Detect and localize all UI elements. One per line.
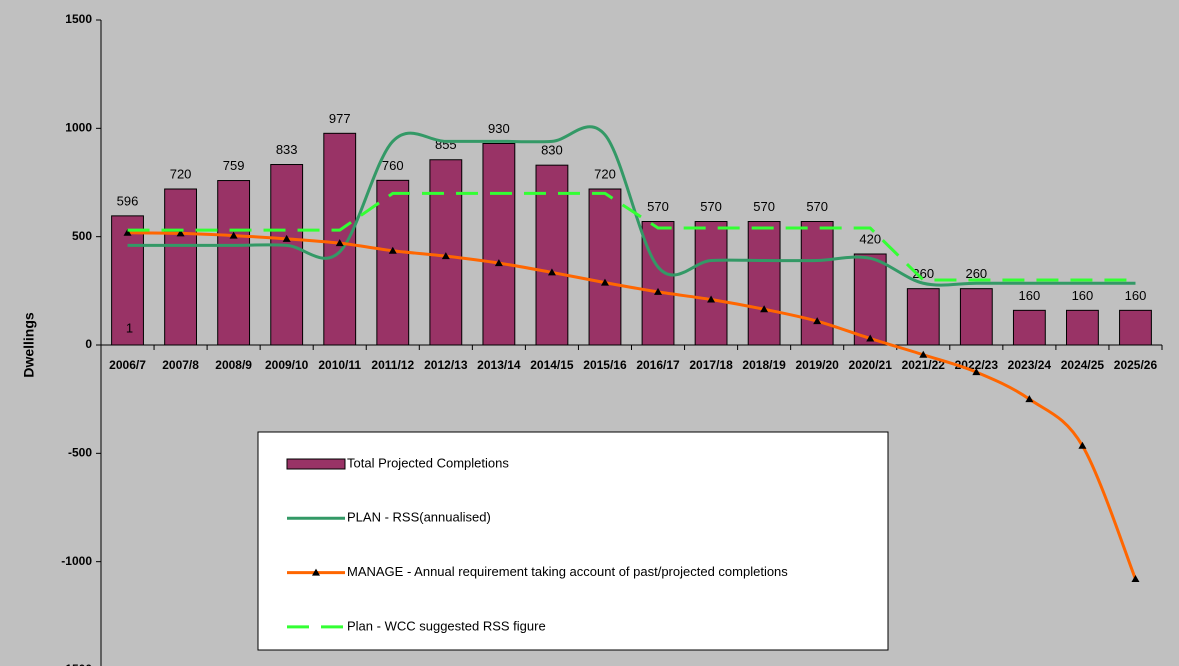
bar (1012, 309, 1046, 346)
line-marker (388, 246, 397, 254)
y-tick-label: 1500 (65, 12, 92, 26)
x-tick-label: 2020/21 (849, 358, 893, 372)
y-axis-label: Dwellings (21, 312, 37, 378)
x-tick-label: 2009/10 (265, 358, 309, 372)
y-tick-label: -1500 (61, 662, 92, 666)
bar (111, 215, 144, 346)
legend-label: MANAGE - Annual requirement taking accou… (347, 564, 788, 579)
bar (800, 221, 834, 346)
line-marker (919, 350, 928, 358)
y-tick-label: 1000 (65, 121, 92, 135)
line-marker (229, 231, 238, 239)
bar (482, 143, 516, 346)
data-label: 833 (276, 142, 298, 157)
data-label: 420 (859, 231, 881, 246)
data-label: 260 (965, 266, 987, 281)
x-tick-label: 2008/9 (215, 358, 252, 372)
line-marker (866, 334, 875, 342)
line-marker (1078, 441, 1087, 449)
data-label: 160 (1072, 288, 1094, 303)
legend-label: Plan - WCC suggested RSS figure (347, 618, 546, 633)
data-label: 160 (1125, 288, 1147, 303)
line-marker (707, 295, 716, 303)
legend-label: Total Projected Completions (347, 455, 509, 470)
bar (588, 188, 622, 346)
bar (270, 164, 304, 346)
y-tick-label: 500 (72, 229, 92, 243)
bar (535, 164, 569, 346)
data-label: 570 (647, 199, 669, 214)
x-tick-label: 2017/18 (689, 358, 733, 372)
annotation: 1 (126, 320, 133, 335)
x-tick-label: 2011/12 (371, 358, 414, 372)
data-label: 720 (170, 166, 192, 181)
data-label: 570 (700, 199, 722, 214)
y-tick-label: -1000 (61, 554, 92, 568)
series-line (127, 231, 1137, 580)
bar (959, 288, 993, 346)
bar (323, 132, 357, 346)
data-label: 260 (912, 266, 934, 281)
line-marker (335, 239, 344, 247)
line-marker (600, 278, 609, 286)
bar (853, 253, 887, 346)
x-tick-label: 2021/22 (902, 358, 946, 372)
line-marker (813, 317, 822, 325)
y-tick-label: -500 (68, 446, 92, 460)
data-label: 596 (117, 193, 139, 208)
data-label: 160 (1019, 288, 1041, 303)
data-label: 760 (382, 158, 404, 173)
data-label: 759 (223, 158, 245, 173)
bar (747, 221, 781, 346)
data-label: 830 (541, 143, 563, 158)
line-marker (760, 305, 769, 313)
series-line (127, 191, 1136, 282)
line-marker (282, 234, 291, 242)
series-line (127, 125, 1136, 287)
x-tick-label: 2010/11 (318, 358, 361, 372)
x-tick-label: 2025/26 (1114, 358, 1158, 372)
x-tick-label: 2016/17 (636, 358, 680, 372)
data-label: 977 (329, 111, 351, 126)
bar (1066, 309, 1099, 346)
bar (164, 188, 197, 346)
bar (1119, 309, 1152, 346)
line-marker (1131, 575, 1140, 582)
line-marker (176, 229, 185, 237)
line-marker (972, 368, 981, 376)
legend-label: PLAN - RSS(annualised) (347, 510, 491, 525)
x-tick-label: 2018/19 (742, 358, 786, 372)
y-tick-label: 0 (85, 337, 92, 351)
x-tick-label: 2014/15 (530, 358, 574, 372)
line-marker (494, 259, 503, 267)
line-marker (1025, 395, 1034, 403)
line-marker (123, 228, 132, 236)
x-tick-label: 2024/25 (1061, 358, 1105, 372)
x-tick-label: 2019/20 (795, 358, 839, 372)
line-marker (441, 252, 450, 260)
legend-marker (312, 568, 320, 576)
x-tick-label: 2015/16 (583, 358, 627, 372)
line-marker (547, 268, 556, 276)
bar (641, 221, 675, 346)
x-tick-label: 2013/14 (477, 358, 521, 372)
x-tick-label: 2023/24 (1008, 358, 1052, 372)
x-tick-label: 2012/13 (424, 358, 468, 372)
line-marker (654, 287, 663, 295)
data-label: 720 (594, 166, 616, 181)
x-tick-label: 2006/7 (109, 358, 146, 372)
bar (906, 288, 940, 346)
x-tick-label: 2007/8 (162, 358, 199, 372)
bar (217, 180, 251, 346)
legend-swatch (286, 458, 346, 470)
bar (694, 221, 728, 346)
legend-box (257, 431, 889, 651)
bar (376, 179, 410, 346)
data-label: 930 (488, 121, 510, 136)
data-label: 570 (806, 199, 828, 214)
data-label: 570 (753, 199, 775, 214)
